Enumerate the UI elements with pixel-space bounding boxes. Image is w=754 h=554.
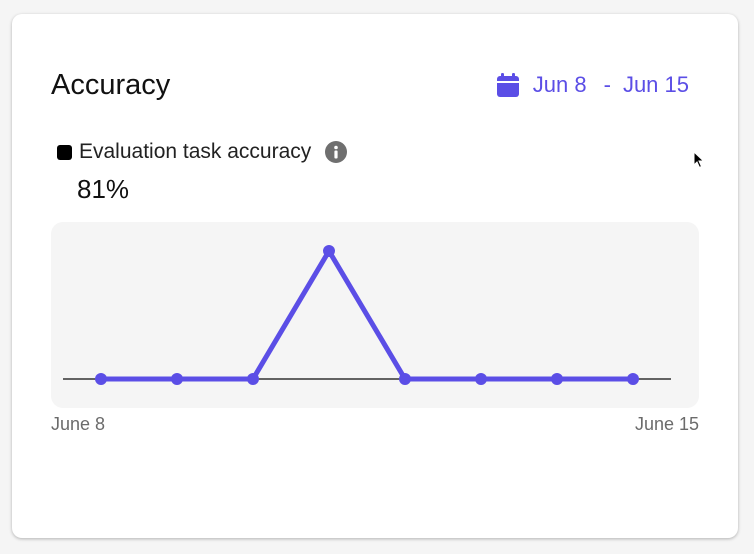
metric-value: 81% (77, 174, 130, 204)
card-title: Accuracy (51, 69, 171, 101)
data-point-5[interactable] (399, 373, 411, 385)
data-point-3[interactable] (247, 373, 259, 385)
date-range-picker[interactable]: Jun 8 - Jun 15 (496, 72, 689, 98)
series-line (101, 248, 633, 382)
chart-area (51, 222, 699, 408)
x-axis-label-end: June 15 (634, 414, 699, 434)
data-point-7[interactable] (551, 373, 563, 385)
data-point-4[interactable] (323, 245, 335, 257)
data-point-8[interactable] (627, 373, 639, 385)
data-point-1[interactable] (95, 373, 107, 385)
chart-legend: Evaluation task accuracy (57, 140, 348, 164)
accuracy-card: Accuracy Jun 8 - Jun 15 Evaluation task … (12, 14, 738, 538)
line-chart (63, 245, 671, 385)
date-range-separator: - (603, 72, 611, 97)
date-range-end: Jun 15 (622, 72, 689, 97)
info-icon[interactable] (325, 141, 348, 163)
date-range-start: Jun 8 (532, 72, 587, 97)
x-axis-label-start: June 8 (51, 414, 106, 434)
data-point-2[interactable] (171, 373, 183, 385)
legend-swatch (57, 144, 72, 160)
legend-label: Evaluation task accuracy (79, 140, 312, 163)
data-point-6[interactable] (475, 373, 487, 385)
mouse-cursor-icon (693, 151, 705, 169)
calendar-icon (496, 73, 519, 97)
